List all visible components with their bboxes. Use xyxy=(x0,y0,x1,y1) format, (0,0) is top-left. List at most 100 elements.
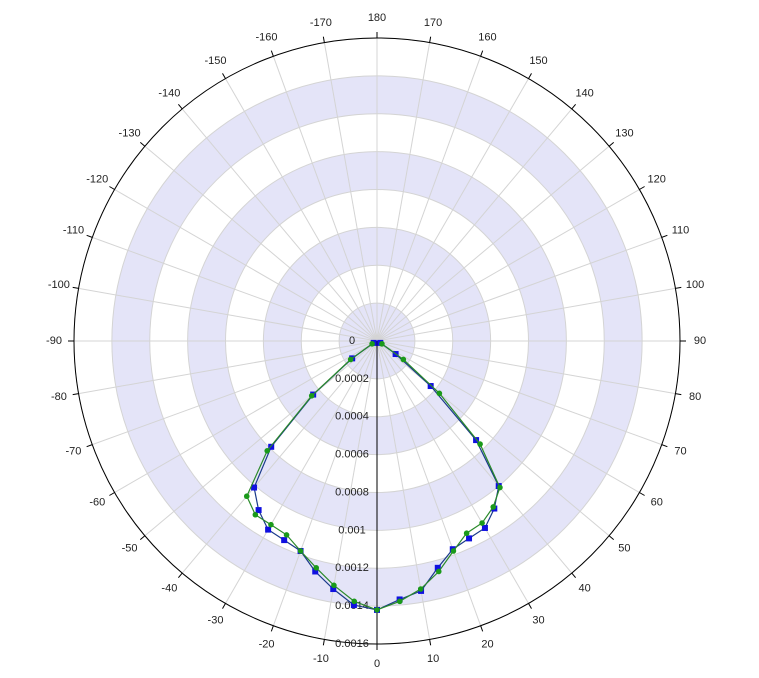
angle-tick-label: 20 xyxy=(481,638,493,650)
marker xyxy=(400,356,407,363)
grid-spoke xyxy=(376,287,676,342)
marker xyxy=(379,341,385,347)
angle-tick xyxy=(571,572,577,579)
marker xyxy=(350,602,357,609)
angle-tick-label: 90 xyxy=(694,335,706,347)
grid-spoke xyxy=(376,56,482,342)
angle-tick-label: -60 xyxy=(89,496,105,508)
grid-spoke xyxy=(376,145,610,342)
radial-tick-label: 0.0016 xyxy=(335,638,369,650)
grid-spoke xyxy=(144,145,378,342)
angle-tick xyxy=(429,639,432,646)
angle-tick xyxy=(109,186,115,190)
radial-tick-label: 0.0006 xyxy=(335,449,369,461)
angle-tick-label: 80 xyxy=(689,391,701,403)
angle-tick-label: -120 xyxy=(86,173,108,185)
angle-tick xyxy=(571,103,577,110)
radial-tick-label: 0.0012 xyxy=(335,562,369,574)
angle-tick-label: -10 xyxy=(313,653,329,665)
marker xyxy=(265,526,272,533)
marker xyxy=(281,537,288,544)
marker xyxy=(351,598,358,605)
angle-tick xyxy=(139,535,146,541)
grid-spoke xyxy=(376,189,640,342)
radial-tick-label: 0.0002 xyxy=(335,373,369,385)
angle-tick-label: 50 xyxy=(618,543,630,555)
angle-tick xyxy=(661,234,668,238)
grid-spoke xyxy=(92,236,378,342)
angle-tick xyxy=(528,603,532,609)
marker xyxy=(283,532,290,538)
angle-tick-label: -30 xyxy=(208,615,224,627)
angle-tick xyxy=(177,572,183,579)
grid-spoke xyxy=(225,340,378,604)
angle-tick xyxy=(86,444,93,448)
angle-tick xyxy=(322,639,325,646)
angle-tick-label: -100 xyxy=(48,279,70,291)
marker xyxy=(479,520,485,526)
angle-tick-label: -170 xyxy=(310,17,332,29)
grid-spoke xyxy=(323,42,378,342)
angle-tick-label: 70 xyxy=(674,445,686,457)
marker xyxy=(473,437,480,444)
angle-tick-label: -90 xyxy=(46,335,62,347)
angle-tick-label: 10 xyxy=(427,653,439,665)
angle-tick xyxy=(322,36,325,43)
grid-spoke xyxy=(376,78,529,342)
radial-tick-label: 0.0004 xyxy=(335,411,369,423)
marker xyxy=(434,564,441,571)
angle-tick-label: 60 xyxy=(651,496,663,508)
radial-tick-label: 0 xyxy=(349,335,355,347)
marker xyxy=(255,507,262,514)
angle-tick xyxy=(608,535,615,541)
marker xyxy=(396,598,403,605)
grid-spoke xyxy=(376,340,676,395)
grid-spoke xyxy=(376,236,662,342)
grid-spoke xyxy=(376,340,640,493)
marker xyxy=(450,548,457,554)
grid-spoke xyxy=(272,340,378,626)
grid-spoke xyxy=(376,340,662,446)
angle-tick-label: 30 xyxy=(532,615,544,627)
angle-tick-label: 160 xyxy=(478,31,496,43)
marker xyxy=(463,530,470,537)
angle-tick xyxy=(661,444,668,448)
angle-tick-label: 40 xyxy=(578,582,590,594)
angle-tick-label: -20 xyxy=(259,638,275,650)
angle-tick-label: 0 xyxy=(374,658,380,670)
marker xyxy=(331,582,337,589)
marker xyxy=(481,524,488,531)
angle-tick xyxy=(222,73,226,79)
grid-spoke xyxy=(376,340,482,626)
angle-tick xyxy=(72,286,79,289)
angle-tick-label: -150 xyxy=(204,55,226,67)
angle-tick xyxy=(528,73,532,79)
angle-tick-label: 140 xyxy=(575,87,593,99)
angle-tick-label: 110 xyxy=(672,224,690,236)
marker xyxy=(252,511,259,518)
angle-tick xyxy=(608,141,615,147)
grid-spoke xyxy=(78,287,378,342)
angle-tick xyxy=(480,625,484,632)
marker xyxy=(313,565,320,571)
marker xyxy=(297,548,304,554)
angle-tick-label: 100 xyxy=(686,279,704,291)
marker xyxy=(251,484,258,491)
marker xyxy=(347,356,354,363)
grid-spoke xyxy=(272,56,378,342)
angle-tick-label: 150 xyxy=(529,55,547,67)
angle-tick-label: -140 xyxy=(158,87,180,99)
marker xyxy=(308,392,315,399)
marker xyxy=(264,448,270,454)
angle-tick-label: -160 xyxy=(256,31,278,43)
marker xyxy=(374,607,380,613)
angle-tick xyxy=(639,492,645,496)
grid-spoke xyxy=(376,42,431,342)
grid-spoke xyxy=(114,189,378,342)
grid-spoke xyxy=(181,340,378,574)
angle-tick xyxy=(86,234,93,238)
marker xyxy=(427,383,434,390)
marker xyxy=(477,441,483,447)
angle-tick xyxy=(222,603,226,609)
